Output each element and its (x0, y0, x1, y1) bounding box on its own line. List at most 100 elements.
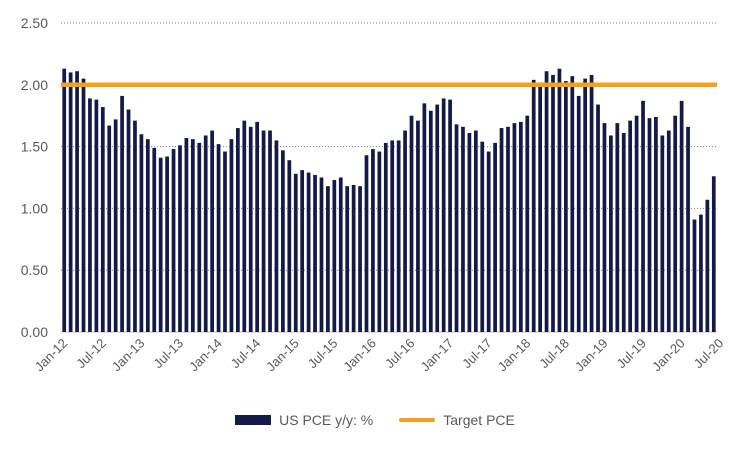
bar (165, 156, 169, 332)
bar (332, 179, 337, 332)
bar (158, 157, 163, 332)
bar (576, 95, 581, 332)
bar (75, 71, 79, 332)
bar (107, 125, 112, 332)
bar (229, 139, 234, 332)
x-tick-label: Jul-16 (382, 336, 418, 372)
bar (621, 133, 626, 332)
bar-series-us-pce (62, 68, 716, 333)
legend-item-target-pce: Target PCE (399, 412, 515, 428)
bar (403, 130, 407, 332)
bar (454, 124, 459, 332)
bar (596, 104, 600, 332)
bar (486, 151, 491, 332)
bar (126, 109, 131, 333)
bar (390, 140, 395, 332)
bar (544, 71, 549, 332)
bar (242, 120, 247, 332)
bar (711, 176, 716, 332)
x-tick-label: Jan-16 (340, 336, 379, 375)
x-tick-label: Jul-18 (536, 336, 572, 372)
bar (364, 155, 369, 332)
bar (641, 100, 645, 333)
bar (628, 120, 633, 332)
bar (686, 126, 690, 332)
bar (583, 78, 588, 333)
bar (152, 147, 157, 332)
bar (602, 123, 607, 333)
bar (261, 130, 266, 332)
bar (133, 120, 137, 332)
bar (448, 99, 452, 332)
bar (100, 107, 105, 332)
bar (223, 151, 227, 332)
bar (120, 95, 124, 332)
legend: US PCE y/y: % Target PCE (0, 412, 750, 428)
bar (300, 170, 305, 332)
y-tick-label: 1.00 (21, 200, 48, 216)
bar (178, 145, 182, 332)
bar (615, 123, 620, 333)
bar (113, 119, 118, 332)
bar (383, 142, 388, 332)
bar (293, 173, 298, 332)
bar (654, 116, 658, 332)
x-tick-label: Jan-18 (495, 336, 534, 375)
bar (493, 142, 497, 332)
bar (139, 134, 144, 332)
bar (94, 99, 99, 332)
bar (673, 115, 678, 332)
bar (461, 126, 465, 332)
bar (512, 123, 517, 333)
x-tick-label: Jan-15 (263, 336, 302, 375)
bar (184, 137, 189, 332)
bar (480, 141, 485, 332)
bar (699, 214, 703, 332)
bar (377, 151, 382, 332)
bar (538, 86, 542, 332)
bar (570, 76, 575, 333)
x-tick-label: Jul-15 (305, 336, 341, 372)
bar (287, 160, 292, 332)
bar (564, 81, 568, 332)
bar (268, 130, 272, 332)
bar (145, 139, 150, 332)
bar (467, 133, 472, 332)
bar (190, 139, 195, 332)
bar (634, 115, 639, 332)
bar (345, 186, 350, 332)
x-tick-label: Jul-12 (73, 336, 109, 372)
bar (428, 110, 433, 332)
bar (506, 126, 510, 332)
bar (705, 199, 710, 332)
bar (281, 150, 285, 332)
bar (68, 72, 73, 332)
x-tick-label: Jul-20 (691, 336, 727, 372)
bar (396, 140, 401, 332)
x-tick-label: Jan-14 (186, 336, 225, 375)
legend-item-us-pce: US PCE y/y: % (235, 412, 373, 428)
bar (679, 100, 684, 333)
x-tick-label: Jan-13 (109, 336, 148, 375)
x-tick-label: Jul-13 (150, 336, 186, 372)
bar (216, 144, 221, 332)
bar (525, 115, 530, 332)
bar (531, 79, 536, 332)
bar (422, 103, 427, 332)
bar (62, 68, 67, 332)
bar (274, 140, 279, 332)
x-tick-label: Jul-14 (228, 336, 264, 372)
bar (171, 149, 176, 332)
y-tick-label: 2.50 (21, 15, 48, 31)
bar (660, 135, 665, 332)
bar (203, 135, 208, 332)
y-tick-label: 0.50 (21, 262, 48, 278)
bar (319, 177, 324, 332)
bar (666, 130, 671, 332)
bar (589, 74, 594, 332)
bar (435, 104, 440, 332)
y-axis-ticks: 0.00 0.50 1.00 1.50 2.00 2.50 (21, 15, 48, 340)
y-tick-label: 1.50 (21, 139, 48, 155)
legend-swatch-line (399, 418, 436, 422)
